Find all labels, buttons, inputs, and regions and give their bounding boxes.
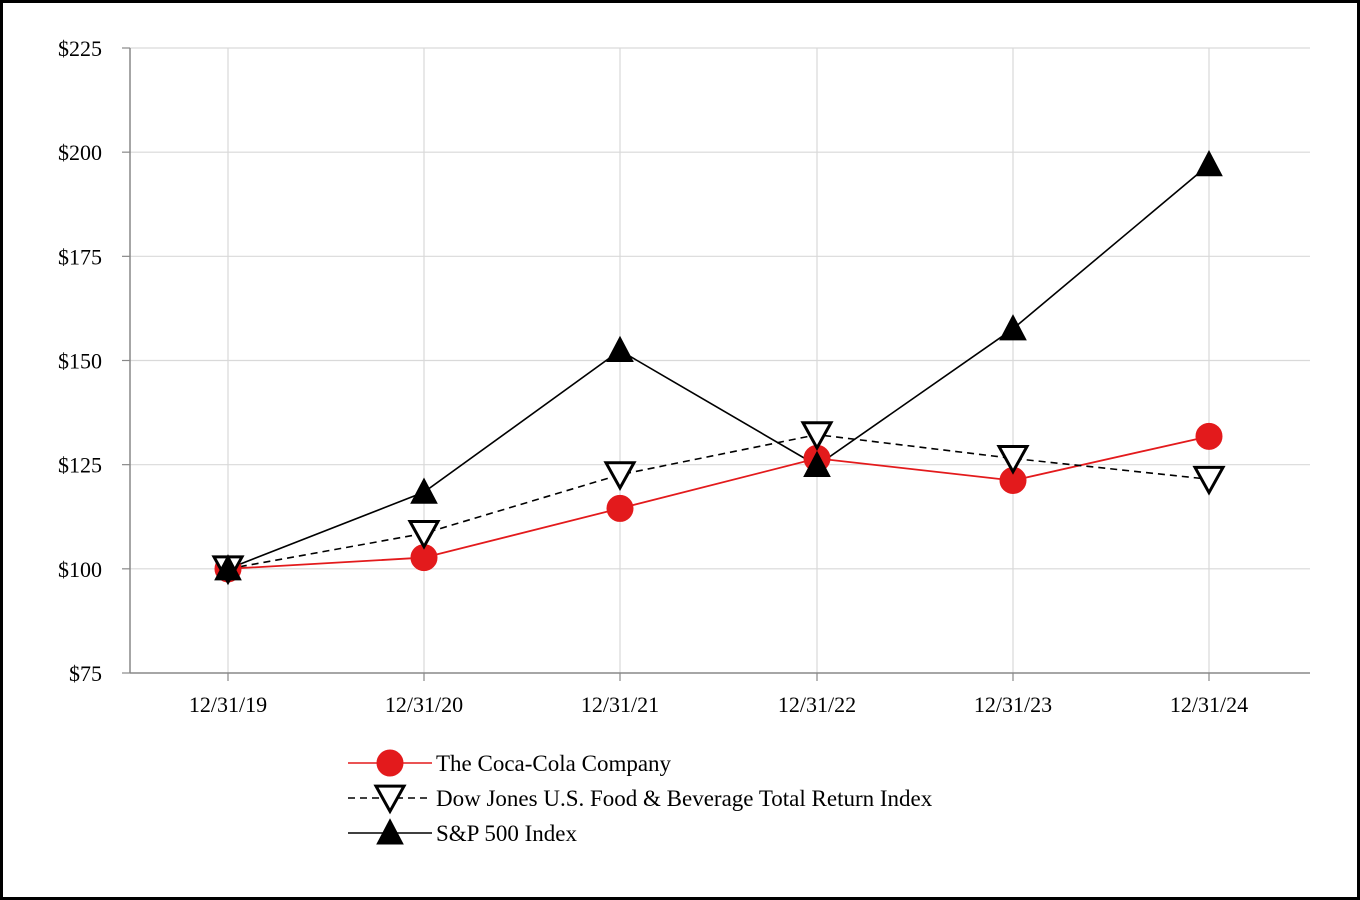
dow-jones-point xyxy=(1192,465,1226,496)
y-tick-label: $175 xyxy=(58,244,102,269)
dow-jones-point xyxy=(603,461,637,492)
dow-jones-point xyxy=(800,421,834,452)
legend: The Coca-Cola Company Dow Jones U.S. Food… xyxy=(348,749,933,846)
y-tick-label: $100 xyxy=(58,557,102,582)
y-tick-label: $125 xyxy=(58,453,102,478)
legend-label: S&P 500 Index xyxy=(436,821,577,846)
sp500-point xyxy=(606,335,634,363)
coca-cola-point xyxy=(1195,422,1223,450)
legend-marker xyxy=(376,749,404,777)
x-tick-label: 12/31/19 xyxy=(189,692,267,717)
series-group xyxy=(211,149,1226,586)
x-tick-label: 12/31/24 xyxy=(1170,692,1248,717)
sp500-line xyxy=(227,164,1210,570)
sp500-point xyxy=(999,314,1027,341)
gridlines xyxy=(130,47,1310,673)
axes: $75 $100 $125 $150 $175 $200 $225 12/31/19 12/31… xyxy=(58,36,1310,717)
coca-cola-point xyxy=(606,494,634,522)
legend-marker xyxy=(376,818,404,845)
x-tick-label: 12/31/22 xyxy=(778,692,856,717)
legend-item-dow-jones: Dow Jones U.S. Food & Beverage Total Ret… xyxy=(348,784,933,815)
line-chart: $75 $100 $125 $150 $175 $200 $225 12/31/19 12/31… xyxy=(58,36,1310,846)
dow-jones-line xyxy=(227,433,1210,570)
x-tick-label: 12/31/20 xyxy=(385,692,463,717)
legend-item-coca-cola: The Coca-Cola Company xyxy=(348,749,672,777)
y-tick-label: $200 xyxy=(58,140,102,165)
legend-label: Dow Jones U.S. Food & Beverage Total Ret… xyxy=(436,786,933,811)
legend-item-sp500: S&P 500 Index xyxy=(348,818,577,846)
sp500-point xyxy=(1195,149,1223,177)
dow-jones-point xyxy=(996,445,1030,475)
y-tick-label: $225 xyxy=(58,36,102,61)
y-tick-label: $75 xyxy=(69,661,102,686)
x-tick-label: 12/31/21 xyxy=(581,692,659,717)
dow-jones-point xyxy=(407,520,441,550)
legend-label: The Coca-Cola Company xyxy=(436,751,672,776)
legend-marker xyxy=(373,784,407,815)
sp500-point xyxy=(803,450,831,478)
sp500-point xyxy=(410,477,438,504)
x-tick-label: 12/31/23 xyxy=(974,692,1052,717)
y-tick-label: $150 xyxy=(58,349,102,374)
coca-cola-line xyxy=(227,435,1210,570)
sp500-point xyxy=(214,554,242,581)
